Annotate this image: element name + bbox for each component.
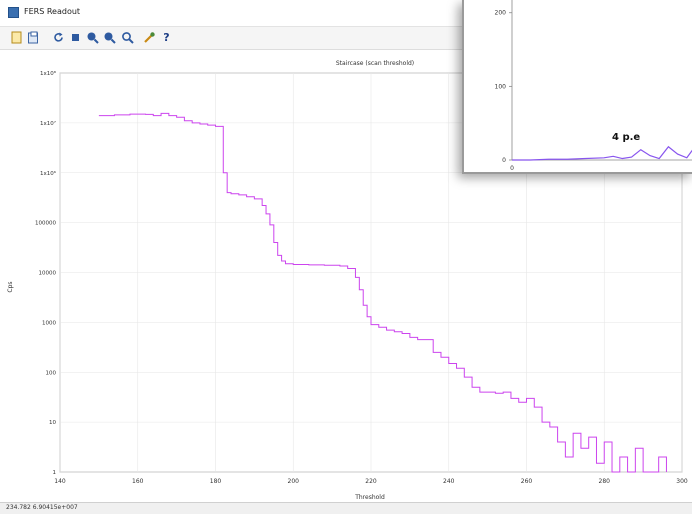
- y-axis-label: Cps: [7, 281, 14, 292]
- y-tick-label: 10000: [39, 271, 57, 277]
- status-bar: 234.782 6.90415e+007: [0, 502, 692, 514]
- zoom-in-icon[interactable]: [86, 31, 99, 44]
- x-tick-label: 220: [365, 478, 377, 485]
- new-file-icon[interactable]: [10, 31, 23, 44]
- staircase-series-line: [98, 112, 667, 473]
- y-tick-label: 1x10⁷: [40, 120, 56, 127]
- window-title: FERS Readout: [24, 7, 81, 16]
- stop-icon[interactable]: [69, 31, 82, 44]
- y-tick-label: 100: [46, 370, 57, 376]
- y-tick-label: 1x10⁶: [40, 170, 57, 177]
- inset-chart: 4 p.e 0 100 200 0: [495, 0, 692, 172]
- inset-histogram-panel: 4 p.e 0 100 200 0: [462, 0, 692, 174]
- cursor-coordinates: 234.782 6.90415e+007: [6, 504, 78, 511]
- app-icon: [8, 7, 19, 18]
- zoom-out-icon[interactable]: [103, 31, 116, 44]
- y-tick-label: 1: [53, 470, 57, 476]
- y-tick-label: 100000: [35, 221, 56, 227]
- x-tick-label: 160: [132, 478, 144, 485]
- inset-y-tick-label: 100: [495, 83, 507, 90]
- x-tick-label: 240: [443, 478, 455, 485]
- settings-tool-icon[interactable]: [143, 31, 156, 44]
- inset-spectrum-line: [512, 145, 692, 161]
- inset-x-tick-label: 0: [510, 165, 514, 172]
- open-file-icon[interactable]: [27, 31, 40, 44]
- x-axis-label: Threshold: [354, 494, 385, 501]
- inset-y-tick-label: 200: [495, 10, 507, 17]
- help-icon[interactable]: ?: [163, 31, 170, 44]
- x-tick-label: 180: [210, 478, 222, 485]
- refresh-icon[interactable]: [52, 31, 65, 44]
- inset-y-tick-label: 0: [502, 157, 506, 164]
- x-tick-label: 280: [599, 478, 611, 485]
- inset-annotation: 4 p.e: [612, 132, 640, 143]
- y-tick-label: 10: [49, 420, 56, 426]
- x-tick-label: 140: [54, 478, 66, 485]
- zoom-fit-icon[interactable]: [121, 31, 134, 44]
- chart-title: Staircase (scan threshold): [336, 60, 414, 67]
- y-tick-label: 1000: [42, 320, 56, 326]
- x-tick-label: 300: [676, 478, 688, 485]
- y-tick-label: 1x10⁸: [40, 70, 57, 77]
- x-tick-label: 260: [521, 478, 533, 485]
- x-tick-label: 200: [288, 478, 300, 485]
